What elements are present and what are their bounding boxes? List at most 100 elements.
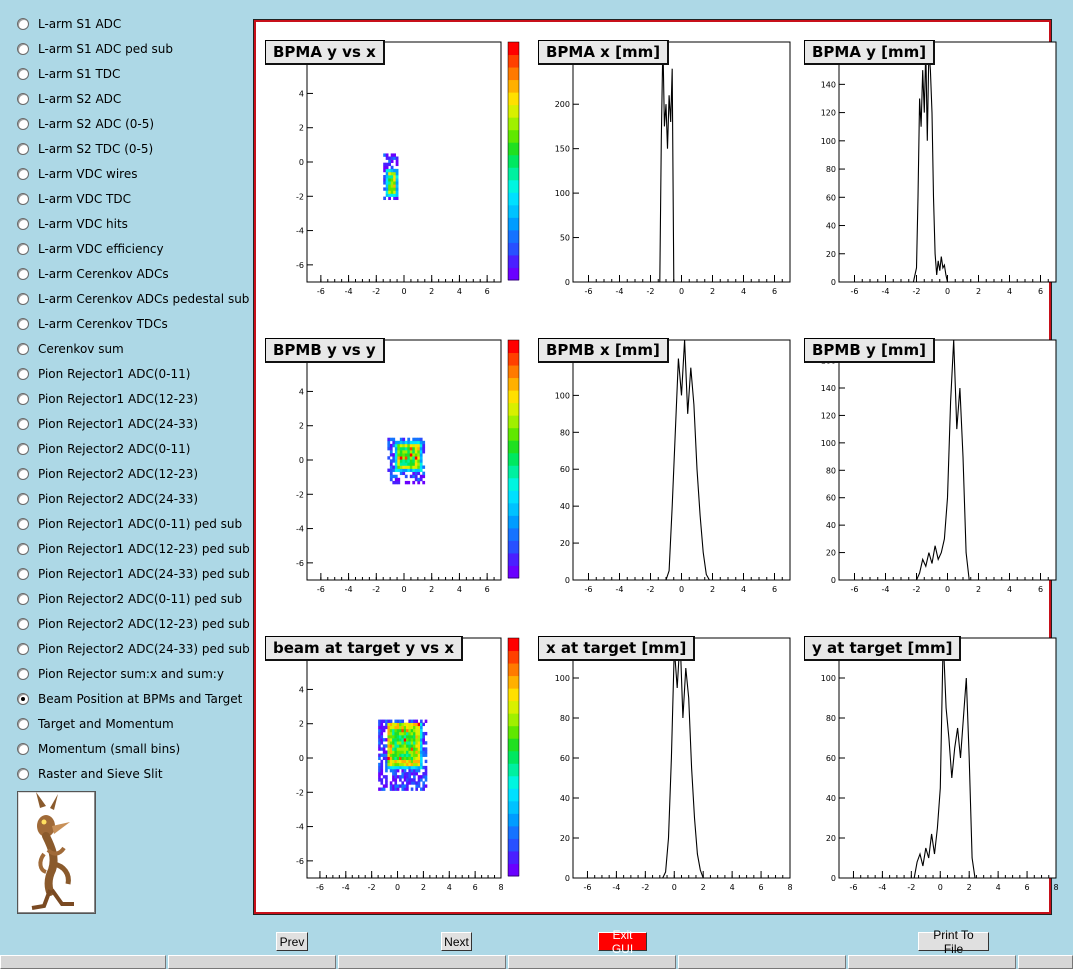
heatmap-cell [424,731,428,736]
x-tick-label: 6 [485,585,490,594]
heatmap-cell [401,753,405,757]
histogram-option[interactable]: Pion Rejector2 ADC(24-33) [17,489,198,509]
radio-button[interactable] [17,518,29,530]
radio-button[interactable] [17,668,29,680]
radio-button[interactable] [17,293,29,305]
radio-button[interactable] [17,168,29,180]
histogram-option[interactable]: Pion Rejector1 ADC(0-11) [17,364,190,384]
heatmap-cell [389,443,393,448]
histogram-option[interactable]: Pion Rejector2 ADC(0-11) ped sub [17,589,242,609]
histogram-option[interactable]: Momentum (small bins) [17,739,180,759]
radio-button[interactable] [17,93,29,105]
heatmap-cell [417,468,421,472]
radio-button[interactable] [17,318,29,330]
radio-button[interactable] [17,618,29,630]
histogram-option[interactable]: L-arm S2 ADC [17,89,121,109]
heatmap-cell [420,753,423,757]
heatmap-cell [424,753,428,757]
histogram-option[interactable]: Pion Rejector2 ADC(0-11) [17,439,190,459]
heatmap-cell [422,471,426,476]
radio-button[interactable] [17,493,29,505]
heatmap-cell [390,153,394,157]
radio-button[interactable] [17,743,29,755]
histogram-option[interactable]: L-arm S1 ADC ped sub [17,39,173,59]
next-button[interactable]: Next [441,932,472,951]
heatmap-cell [409,456,413,460]
heatmap-cell [402,440,406,445]
histogram-option[interactable]: L-arm S2 TDC (0-5) [17,139,153,159]
heatmap-cell [424,784,428,788]
radio-button[interactable] [17,268,29,280]
radio-button[interactable] [17,343,29,355]
radio-button[interactable] [17,593,29,605]
radio-button[interactable] [17,568,29,580]
heatmap-cell [410,781,414,785]
heatmap-cell [395,193,399,197]
x-tick-label: -6 [851,287,859,296]
prev-button[interactable]: Prev [276,932,308,951]
histogram-title: x at target [mm] [538,636,696,661]
heatmap-cell [380,768,384,773]
y-tick-label: -2 [296,192,304,201]
radio-button[interactable] [17,118,29,130]
radio-button[interactable] [17,243,29,255]
radio-button[interactable] [17,718,29,730]
histogram-option[interactable]: Beam Position at BPMs and Target [17,689,242,709]
histogram-option[interactable]: Pion Rejector2 ADC(12-23) ped sub [17,614,250,634]
radio-button[interactable] [17,543,29,555]
heatmap-cell [410,741,414,745]
radio-button[interactable] [17,193,29,205]
y-tick-label: 60 [826,494,836,503]
x-tick-label: 0 [672,883,677,892]
histogram-option[interactable]: L-arm Cerenkov ADCs [17,264,169,284]
radio-button[interactable] [17,393,29,405]
radio-button[interactable] [17,418,29,430]
histogram-option[interactable]: L-arm Cerenkov ADCs pedestal sub [17,289,249,309]
radio-button[interactable] [17,143,29,155]
histogram-option[interactable]: L-arm Cerenkov TDCs [17,314,168,334]
exit-gui-button[interactable]: Exit GUI [598,928,647,956]
histogram-option[interactable]: Pion Rejector1 ADC(24-33) [17,414,198,434]
heatmap-cell [409,440,413,445]
heatmap-cell [385,175,389,179]
heatmap-cell [378,775,381,779]
histogram-option[interactable]: Pion Rejector2 ADC(12-23) [17,464,198,484]
x-tick-label: -2 [913,287,921,296]
histogram-option[interactable]: L-arm VDC efficiency [17,239,164,259]
radio-button[interactable] [17,443,29,455]
heatmap-cell [420,747,423,751]
histogram-option[interactable]: L-arm VDC TDC [17,189,131,209]
histogram-option[interactable]: Raster and Sieve Slit [17,764,163,784]
radio-button[interactable] [17,643,29,655]
histogram-option[interactable]: Pion Rejector sum:x and sum:y [17,664,224,684]
histogram-option[interactable]: L-arm VDC hits [17,214,128,234]
heatmap-cell [409,465,413,469]
histogram-option[interactable]: Pion Rejector1 ADC(0-11) ped sub [17,514,242,534]
histogram-option[interactable]: Cerenkov sum [17,339,124,359]
histogram-option[interactable]: Pion Rejector1 ADC(12-23) ped sub [17,539,250,559]
histogram-option[interactable]: L-arm S2 ADC (0-5) [17,114,154,134]
histogram-pad: -6-4-20246020406080100120140160BPMB y [m… [794,326,1059,624]
heatmap-cell [420,722,423,727]
histogram-option[interactable]: L-arm S1 TDC [17,64,120,84]
radio-button[interactable] [17,218,29,230]
radio-button[interactable] [17,768,29,780]
radio-button-selected[interactable] [17,693,29,705]
histogram-option[interactable]: L-arm S1 ADC [17,14,121,34]
heatmap-cell [417,477,421,482]
status-bar-cell [1018,955,1073,969]
option-label: Pion Rejector1 ADC(24-33) [38,417,199,431]
histogram-option[interactable]: Target and Momentum [17,714,174,734]
heatmap-cell [406,750,409,754]
histogram-option[interactable]: L-arm VDC wires [17,164,137,184]
radio-button[interactable] [17,68,29,80]
heatmap-cell [420,738,423,742]
print-to-file-button[interactable]: Print To File [918,928,989,956]
radio-button[interactable] [17,368,29,380]
histogram-option[interactable]: Pion Rejector1 ADC(12-23) [17,389,198,409]
radio-button[interactable] [17,468,29,480]
histogram-option[interactable]: Pion Rejector2 ADC(24-33) ped sub [17,639,250,659]
radio-button[interactable] [17,18,29,30]
histogram-option[interactable]: Pion Rejector1 ADC(24-33) ped sub [17,564,250,584]
radio-button[interactable] [17,43,29,55]
